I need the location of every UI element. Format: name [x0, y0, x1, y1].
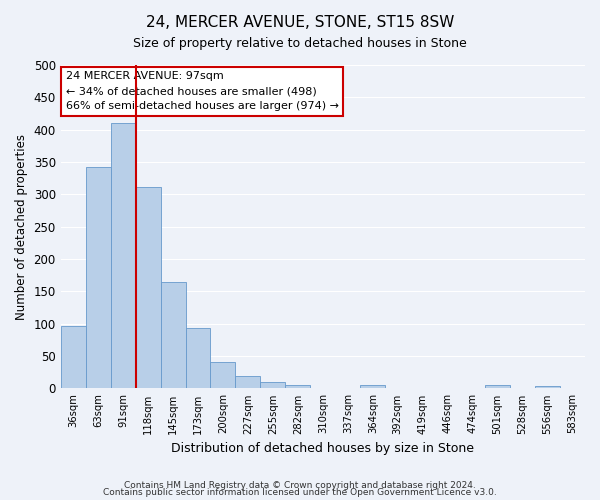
- Text: Contains public sector information licensed under the Open Government Licence v3: Contains public sector information licen…: [103, 488, 497, 497]
- Text: 24 MERCER AVENUE: 97sqm
← 34% of detached houses are smaller (498)
66% of semi-d: 24 MERCER AVENUE: 97sqm ← 34% of detache…: [66, 72, 339, 111]
- Bar: [211, 362, 235, 388]
- Bar: [161, 282, 185, 389]
- Y-axis label: Number of detached properties: Number of detached properties: [15, 134, 28, 320]
- Bar: [286, 384, 310, 388]
- Bar: [86, 167, 110, 388]
- X-axis label: Distribution of detached houses by size in Stone: Distribution of detached houses by size …: [172, 442, 475, 455]
- Text: 24, MERCER AVENUE, STONE, ST15 8SW: 24, MERCER AVENUE, STONE, ST15 8SW: [146, 15, 454, 30]
- Bar: [110, 122, 136, 388]
- Bar: [185, 328, 211, 388]
- Bar: [136, 188, 161, 388]
- Bar: [360, 385, 385, 388]
- Text: Contains HM Land Registry data © Crown copyright and database right 2024.: Contains HM Land Registry data © Crown c…: [124, 480, 476, 490]
- Bar: [61, 326, 86, 388]
- Bar: [485, 384, 510, 388]
- Bar: [260, 382, 286, 388]
- Bar: [235, 376, 260, 388]
- Text: Size of property relative to detached houses in Stone: Size of property relative to detached ho…: [133, 38, 467, 51]
- Bar: [535, 386, 560, 388]
